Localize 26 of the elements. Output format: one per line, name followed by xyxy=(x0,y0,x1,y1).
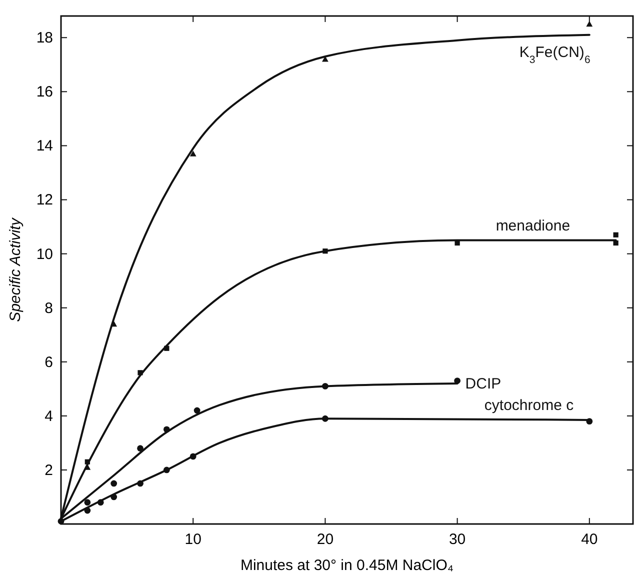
x-tick-label: 10 xyxy=(184,531,202,548)
point xyxy=(586,20,593,27)
point xyxy=(613,232,618,238)
y-axis-title: Specific Activity xyxy=(7,216,24,322)
series-label: K$_{3}$Fe(CN)$_{6}$ xyxy=(519,44,590,66)
y-tick-label: 14 xyxy=(36,138,53,155)
x-tick-label: 20 xyxy=(316,531,334,548)
point xyxy=(190,150,196,156)
y-tick-label: 12 xyxy=(36,192,53,209)
y-tick-label: 4 xyxy=(44,408,53,425)
y-tick-label: 10 xyxy=(36,246,53,263)
y-tick-label: 8 xyxy=(44,300,53,317)
y-tick-label: 16 xyxy=(36,84,53,101)
x-axis-title: Minutes at 30° in 0.45M NaClO₄ xyxy=(240,557,454,574)
series-label: DCIP xyxy=(465,375,502,392)
series-label: cytochrome c xyxy=(484,396,574,414)
series-label: menadione xyxy=(496,217,570,234)
x-tick-label: 40 xyxy=(581,531,598,548)
y-tick-label: 2 xyxy=(44,462,53,479)
point xyxy=(137,445,144,452)
y-tick-label: 18 xyxy=(36,30,53,47)
point xyxy=(84,499,91,506)
point xyxy=(110,480,118,487)
x-tick-label: 30 xyxy=(448,531,466,548)
point xyxy=(194,407,200,414)
y-tick-label: 6 xyxy=(44,354,53,371)
